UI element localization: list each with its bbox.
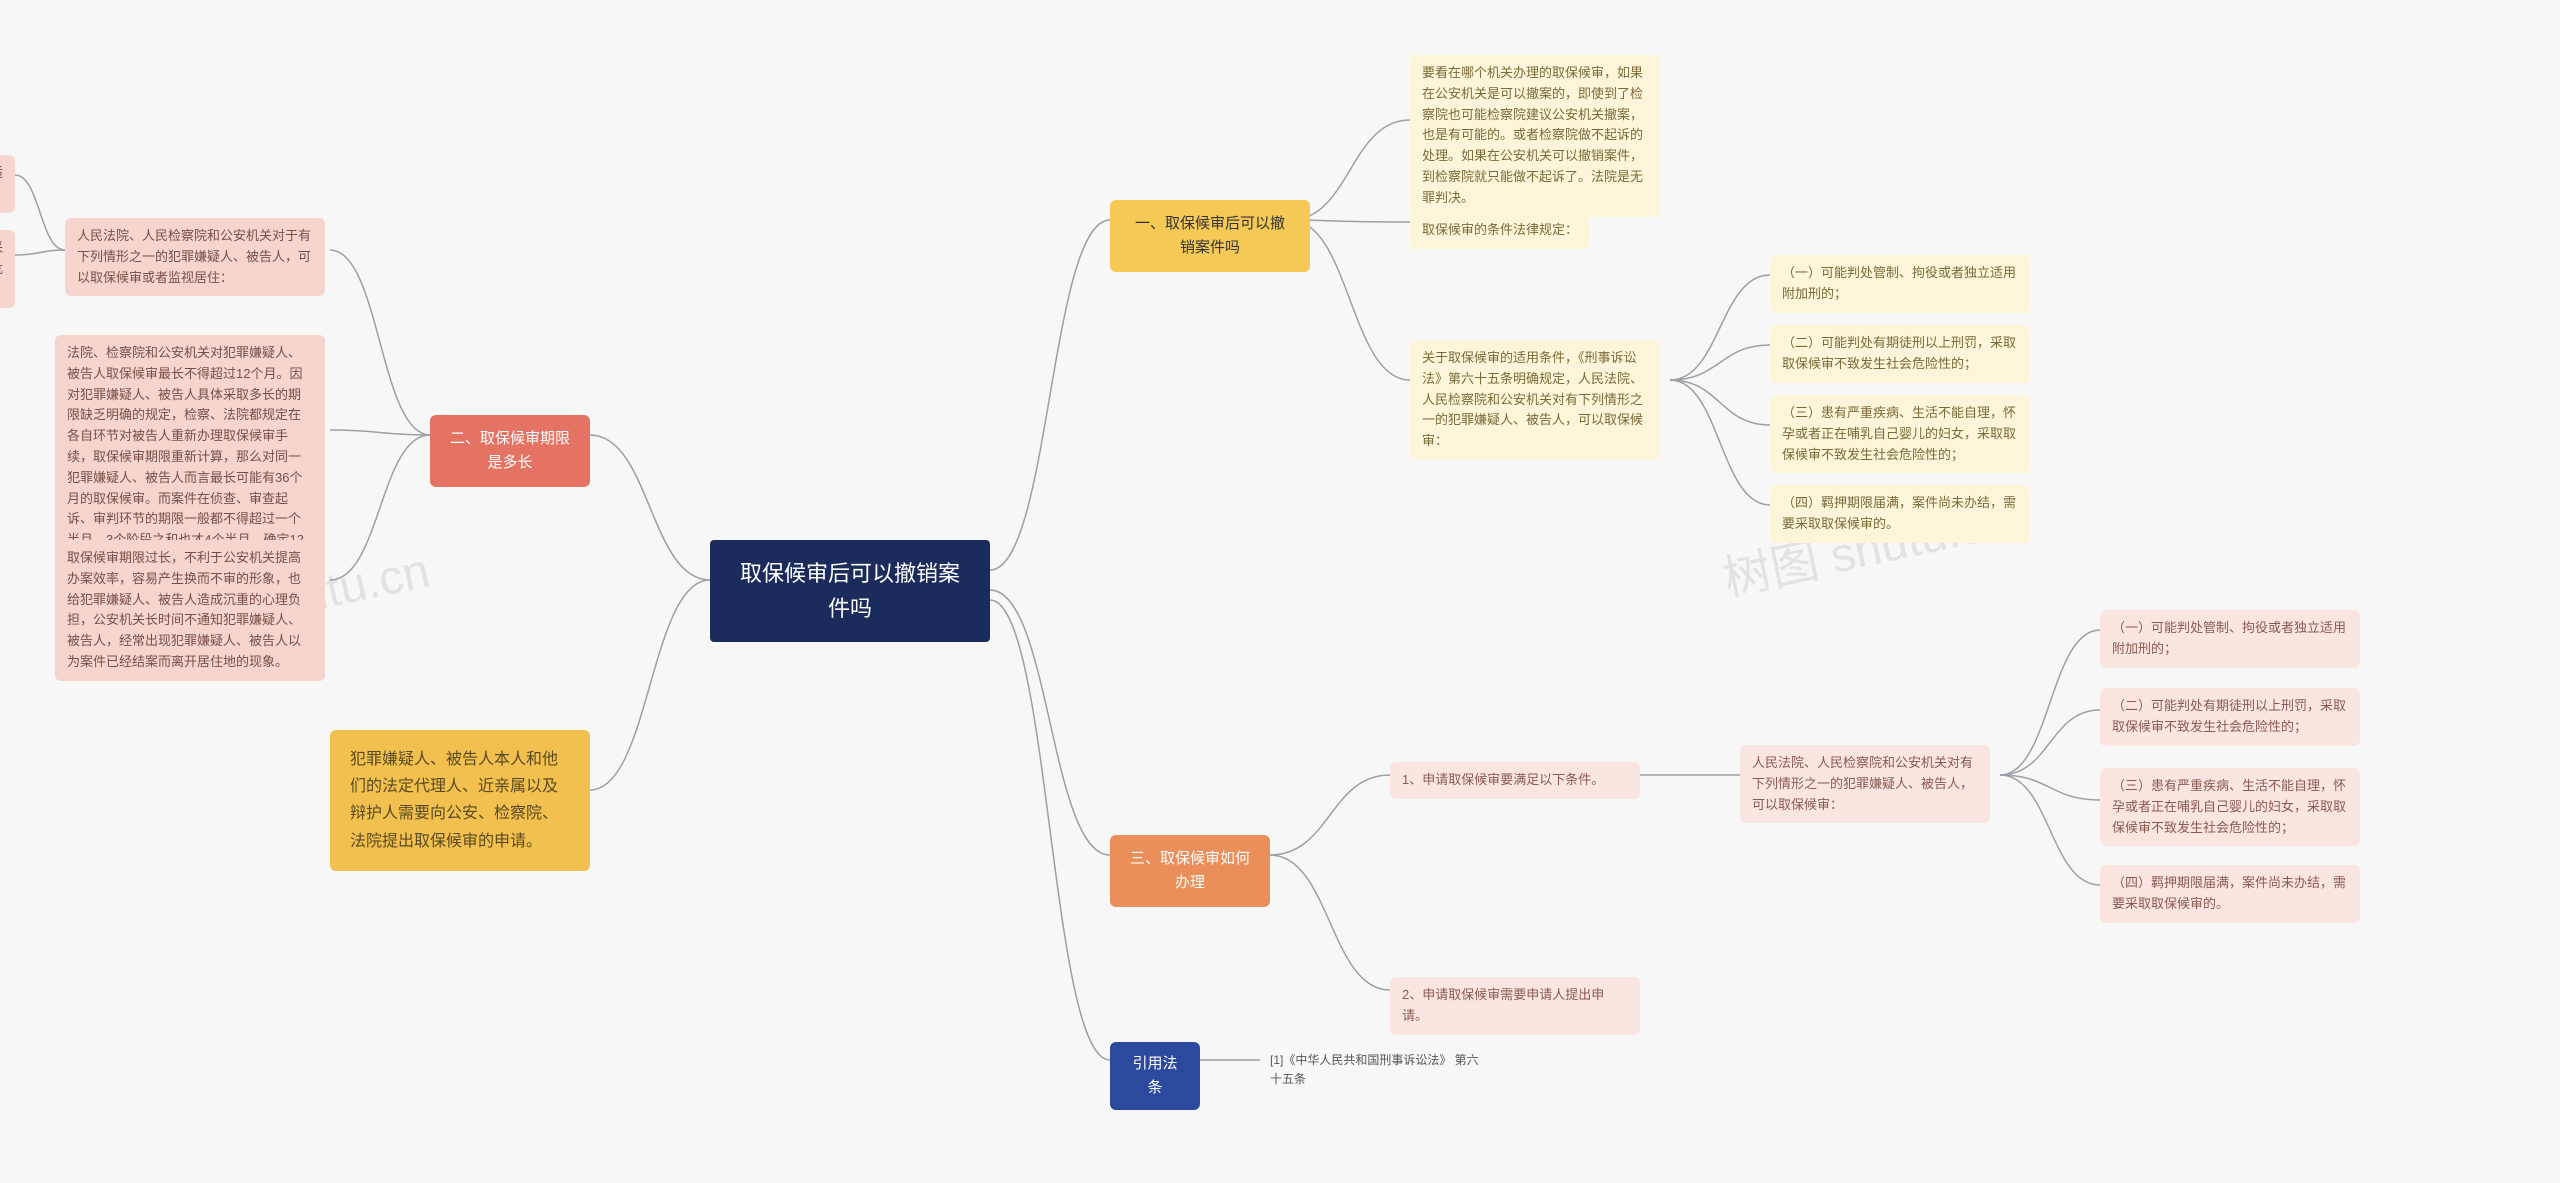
s1-c-item-2: （二）可能判处有期徒刑以上刑罚，采取取保候审不致发生社会危险性的； [1770,325,2030,383]
s1-c-item-1: （一）可能判处管制、拘役或者独立适用附加刑的； [1770,255,2030,313]
s3-a-item-3: （三）患有严重疾病、生活不能自理，怀孕或者正在哺乳自己婴儿的妇女，采取取保候审不… [2100,768,2360,846]
law-title[interactable]: 引用法条 [1110,1042,1200,1110]
section-3-title[interactable]: 三、取保候审如何办理 [1110,835,1270,907]
s3-a-item-2: （二）可能判处有期徒刑以上刑罚，采取取保候审不致发生社会危险性的； [2100,688,2360,746]
law-ref: [1]《中华人民共和国刑事诉讼法》 第六十五条 [1260,1045,1500,1095]
s3-leaf-a: 1、申请取保候审要满足以下条件。 [1390,762,1640,799]
s1-c-item-4: （四）羁押期限届满，案件尚未办结，需要采取取保候审的。 [1770,485,2030,543]
s1-leaf-b: 取保候审的条件法律规定： [1410,212,1590,249]
s3-leaf-b: 2、申请取保候审需要申请人提出申请。 [1390,977,1640,1035]
root-node[interactable]: 取保候审后可以撤销案件吗 [710,540,990,642]
s1-leaf-a: 要看在哪个机关办理的取保候审，如果在公安机关是可以撤案的，即使到了检察院也可能检… [1410,55,1660,217]
s2-a-item-1: （一）可能判处管制、拘役或者独立适用附加刑的； [0,155,15,213]
s3-a-item-4: （四）羁押期限届满，案件尚未办结，需要采取取保候审的。 [2100,865,2360,923]
s3-a-item-1: （一）可能判处管制、拘役或者独立适用附加刑的； [2100,610,2360,668]
connectors-svg [0,0,2560,1183]
s1-c-item-3: （三）患有严重疾病、生活不能自理，怀孕或者正在哺乳自己婴儿的妇女，采取取保候审不… [1770,395,2030,473]
s3-leaf-a-sub: 人民法院、人民检察院和公安机关对有下列情形之一的犯罪嫌疑人、被告人，可以取保候审… [1740,745,1990,823]
section-2-title[interactable]: 二、取保候审期限是多长 [430,415,590,487]
s1-leaf-c: 关于取保候审的适用条件，《刑事诉讼法》第六十五条明确规定，人民法院、人民检察院和… [1410,340,1660,460]
s2-a-item-2: （二）可能判处有期徒刑以上刑罚，采取取保候审、监视居住不致发生社会危险的。" [0,230,15,308]
gold-note: 犯罪嫌疑人、被告人本人和他们的法定代理人、近亲属以及辩护人需要向公安、检察院、法… [330,730,590,871]
s2-leaf-c: 取保候审期限过长，不利于公安机关提高办案效率，容易产生换而不审的形象，也给犯罪嫌… [55,540,325,681]
section-1-title[interactable]: 一、取保候审后可以撤销案件吗 [1110,200,1310,272]
s2-leaf-a: 人民法院、人民检察院和公安机关对于有下列情形之一的犯罪嫌疑人、被告人，可以取保候… [65,218,325,296]
